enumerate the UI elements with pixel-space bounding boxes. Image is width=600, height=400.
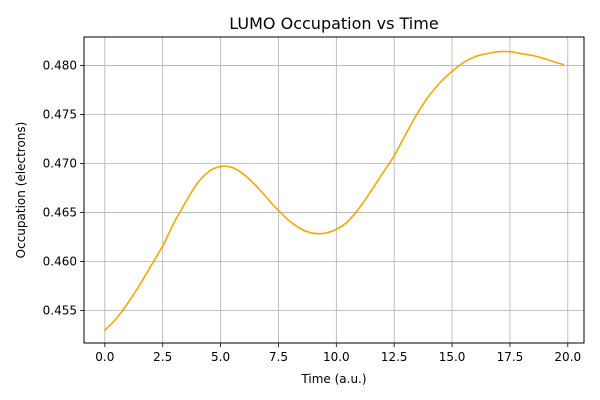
x-tick-label: 17.5 xyxy=(497,350,524,364)
x-tick-label: 0.0 xyxy=(95,350,114,364)
x-tick-label: 7.5 xyxy=(269,350,288,364)
y-tick-label: 0.475 xyxy=(43,107,77,121)
x-tick-label: 10.0 xyxy=(323,350,350,364)
series-line xyxy=(104,50,564,332)
plot-frame xyxy=(83,36,585,344)
y-tick-label: 0.460 xyxy=(43,255,77,269)
y-tick-label: 0.480 xyxy=(43,58,77,72)
x-tick-label: 5.0 xyxy=(211,350,230,364)
x-axis-label: Time (a.u.) xyxy=(300,372,366,386)
chart-title: LUMO Occupation vs Time xyxy=(229,14,438,33)
series-layer xyxy=(104,50,564,332)
y-tick-label: 0.465 xyxy=(43,206,77,220)
x-tick-label: 2.5 xyxy=(153,350,172,364)
y-axis-label: Occupation (electrons) xyxy=(14,122,28,259)
x-tick-label: 20.0 xyxy=(554,350,581,364)
y-tick-label: 0.455 xyxy=(43,304,77,318)
x-axis-ticks: 0.0 2.5 5.0 7.5 10.0 12.5 15.0 17.5 20.0 xyxy=(95,343,581,364)
grid xyxy=(84,37,584,343)
y-axis-ticks: 0.455 0.460 0.465 0.470 0.475 0.480 xyxy=(43,58,84,318)
x-tick-label: 15.0 xyxy=(439,350,466,364)
y-tick-label: 0.470 xyxy=(43,157,77,171)
x-tick-label: 12.5 xyxy=(381,350,408,364)
